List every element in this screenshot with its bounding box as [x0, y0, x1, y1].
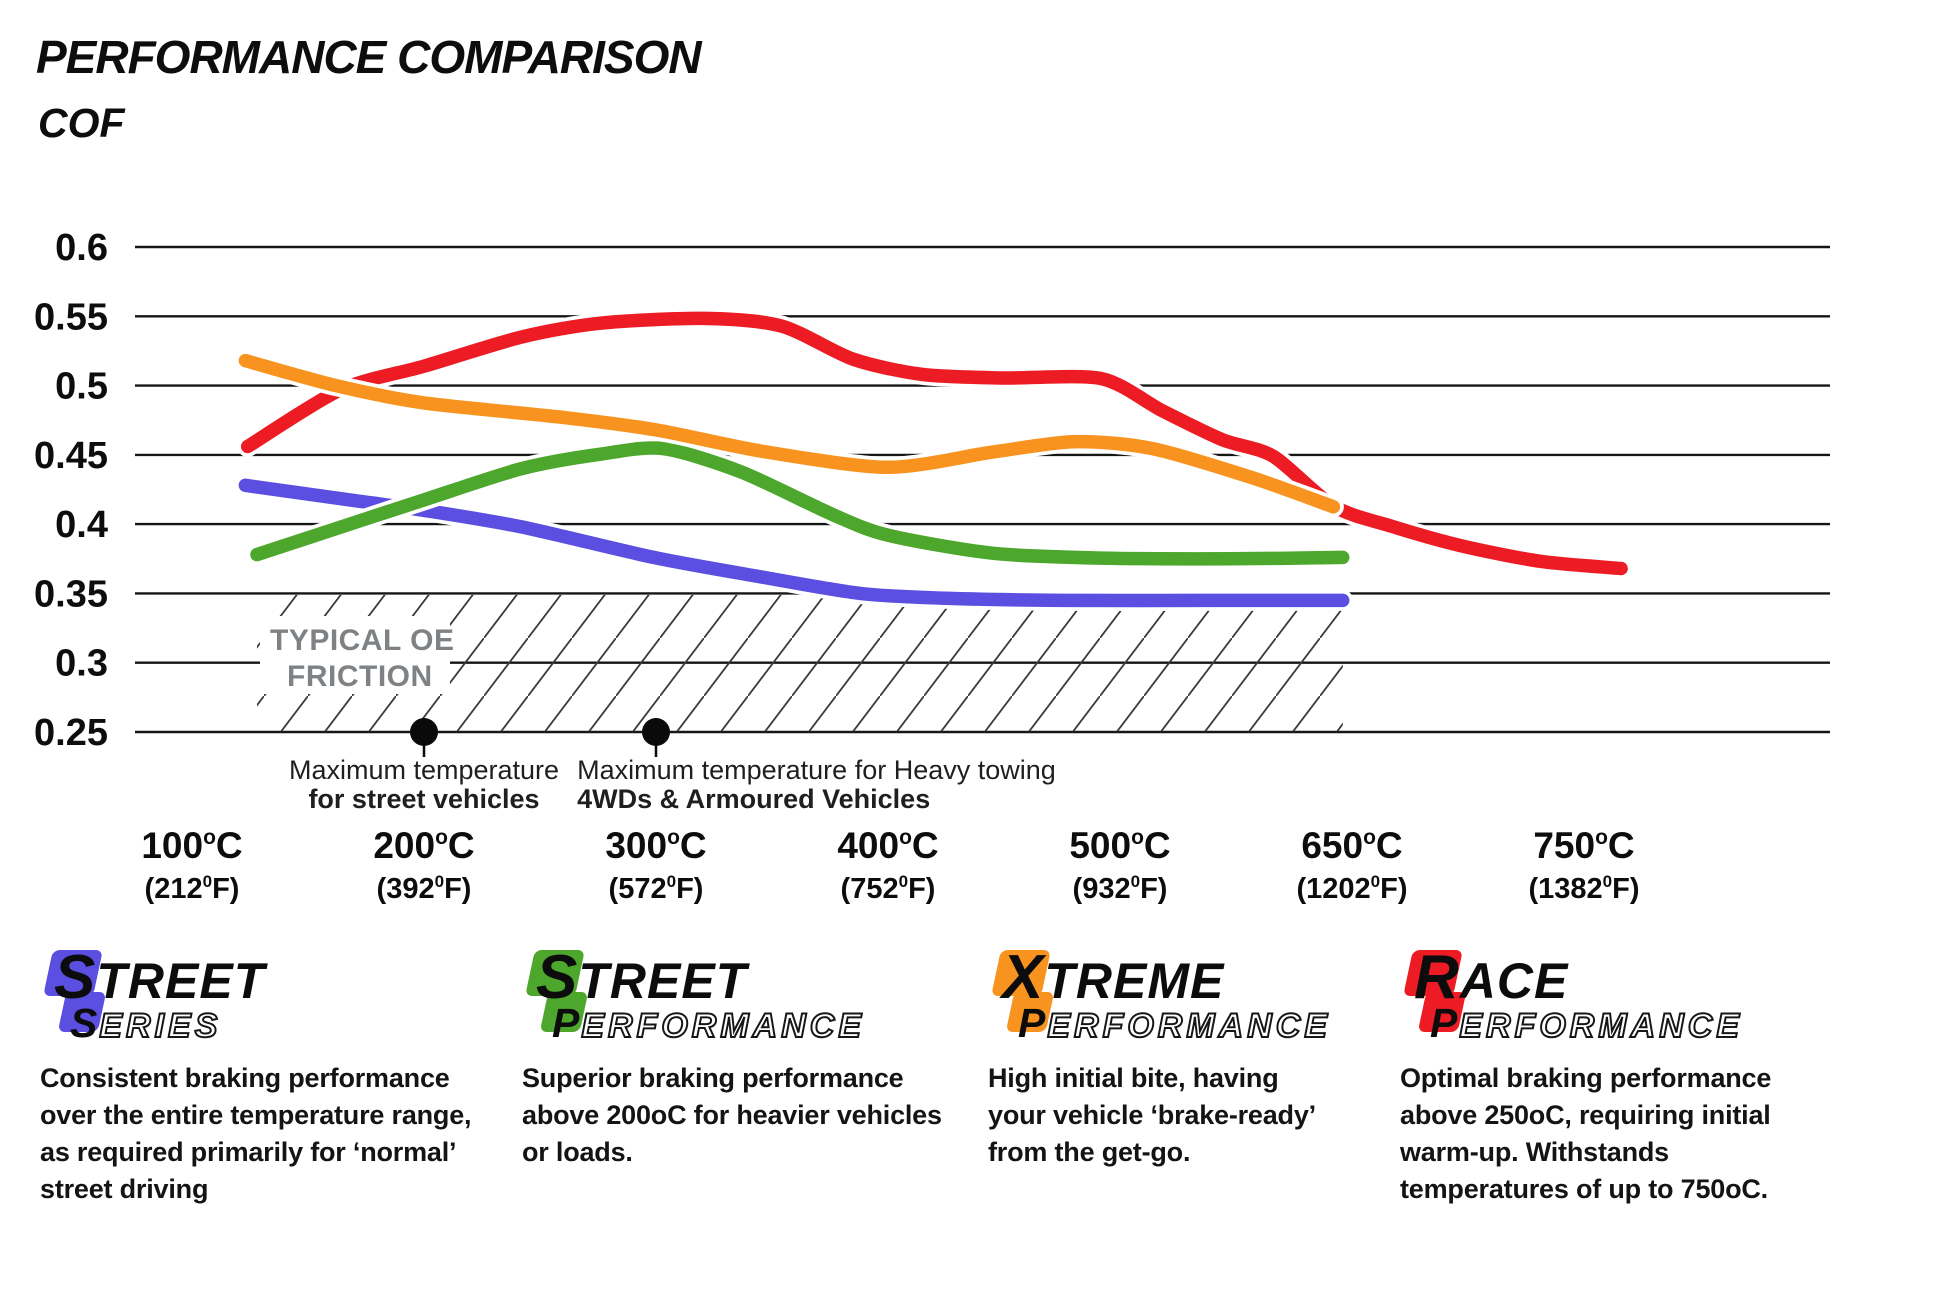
- x-tick-label-f: (5720F): [609, 872, 704, 905]
- y-tick-label: 0.6: [55, 227, 108, 269]
- band-label: FRICTION: [287, 660, 433, 693]
- y-tick-label: 0.5: [55, 366, 108, 408]
- y-tick-label: 0.25: [34, 712, 108, 754]
- y-axis-title: COF: [38, 100, 125, 146]
- y-tick-label: 0.35: [34, 573, 108, 615]
- series-race-performance-line: [240, 311, 1628, 576]
- legend-description: High initial bite, having your vehicle ‘…: [988, 1063, 1315, 1167]
- annotation-dot: [642, 718, 670, 746]
- annotation-text: for street vehicles: [308, 784, 539, 814]
- logo-word2: PERFORMANCE: [1430, 1000, 1744, 1046]
- x-tick-label-c: 300oC: [605, 825, 706, 866]
- legend-street-0: STREET SERIES Consistent braking performan…: [40, 943, 485, 1208]
- logo-word1: RACE: [1414, 943, 1569, 1012]
- y-tick-label: 0.4: [55, 504, 108, 546]
- logo-word1: XTREME: [1002, 943, 1225, 1012]
- legend-race-3: RACE PERFORMANCE Optimal braking performan…: [1400, 943, 1830, 1208]
- logo-word1: STREET: [536, 943, 748, 1012]
- annotation-text: 4WDs & Armoured Vehicles: [577, 784, 930, 814]
- x-tick-label-c: 750oC: [1533, 825, 1634, 866]
- annotation-text: Maximum temperature: [289, 755, 559, 785]
- x-tick-label-c: 500oC: [1069, 825, 1170, 866]
- x-tick-label-f: (7520F): [841, 872, 936, 905]
- logo-word2: SERIES: [70, 1000, 222, 1046]
- annotation-text: Maximum temperature for Heavy towing: [577, 755, 1056, 785]
- x-tick-label-f: (9320F): [1073, 872, 1168, 905]
- series-street-performance-line: [250, 441, 1350, 566]
- y-tick-label: 0.3: [55, 643, 108, 685]
- logo-word2: PERFORMANCE: [552, 1000, 866, 1046]
- x-tick-label-c: 200oC: [373, 825, 474, 866]
- brand-logo: STREET PERFORMANCE: [522, 943, 962, 1050]
- legend-xtreme-2: XTREME PERFORMANCE High initial bite, havi…: [988, 943, 1338, 1171]
- logo-word1: STREET: [54, 943, 266, 1012]
- x-tick-label-c: 100oC: [141, 825, 242, 866]
- x-tick-label-f: (2120F): [145, 872, 240, 905]
- x-tick-label-f: (12020F): [1296, 872, 1407, 905]
- x-tick-label-c: 400oC: [837, 825, 938, 866]
- brand-logo: RACE PERFORMANCE: [1400, 943, 1830, 1050]
- band-label-backing: [260, 616, 450, 694]
- x-tick-label-f: (13820F): [1528, 872, 1639, 905]
- x-tick-label-f: (3920F): [377, 872, 472, 905]
- logo-word2: PERFORMANCE: [1018, 1000, 1332, 1046]
- brand-logo: STREET SERIES: [40, 943, 485, 1050]
- legend-street-1: STREET PERFORMANCE Superior braking perfor…: [522, 943, 962, 1171]
- band-label: TYPICAL OE: [270, 624, 454, 657]
- x-tick-label-c: 650oC: [1301, 825, 1402, 866]
- cof-line-chart: 0.6 0.55 0.5 0.45 0.4 0.35 0.3 0.25 TYPICAL OEFR…: [34, 227, 1830, 905]
- page-title: PERFORMANCE COMPARISON: [36, 31, 702, 83]
- brand-logo: XTREME PERFORMANCE: [988, 943, 1338, 1050]
- legend-row: STREET SERIES Consistent braking performan…: [0, 943, 1946, 1278]
- legend-description: Superior braking performance above 200oC…: [522, 1063, 942, 1167]
- legend-description: Consistent braking performance over the …: [40, 1063, 472, 1204]
- y-tick-label: 0.45: [34, 435, 108, 477]
- legend-description: Optimal braking performance above 250oC,…: [1400, 1063, 1772, 1204]
- y-tick-label: 0.55: [34, 296, 108, 338]
- series-xtreme-performance-line: [238, 353, 1341, 514]
- annotation-dot: [410, 718, 438, 746]
